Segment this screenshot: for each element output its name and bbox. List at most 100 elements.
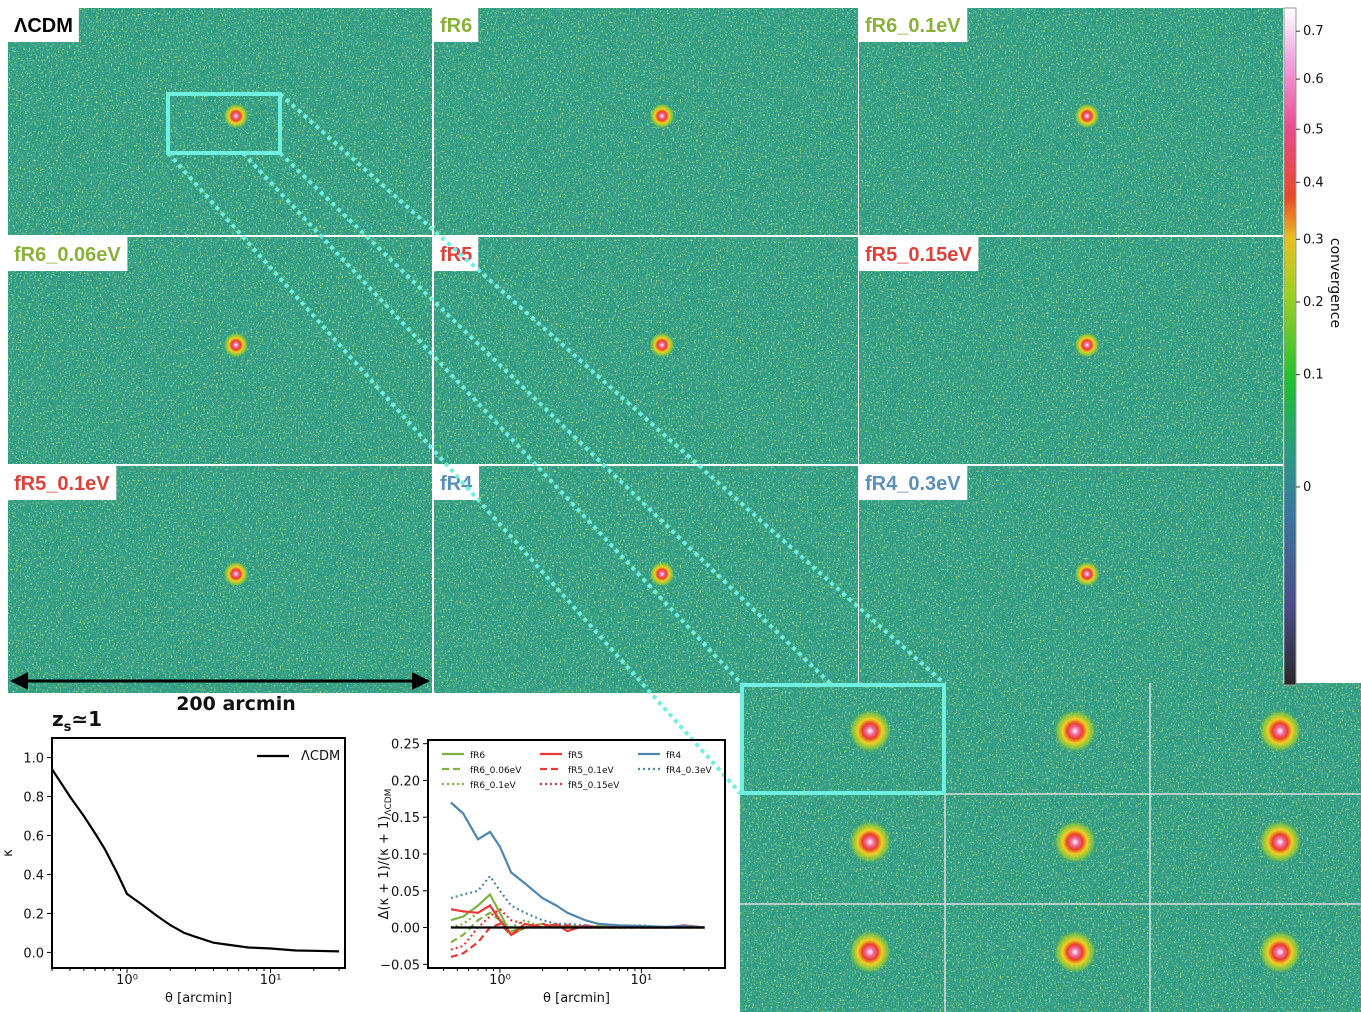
legend-label: fR6	[470, 751, 485, 761]
map-noise	[8, 237, 432, 464]
maps: ΛCDM fR6 fR6_0.1eV fR6_0.06eV fR5 fR5_0.15eVf…	[8, 8, 1283, 715]
chart-title-text: z	[52, 707, 64, 731]
panel-label: fR5_0.15eV	[865, 244, 972, 266]
map-noise	[945, 683, 1150, 794]
chart-title-subscript: s	[64, 720, 72, 735]
charts: 0.0 0.2 0.4 0.6 0.8 1.0 10⁰ 10¹ θ [arcmin] κ zs≃1 Λ…	[1, 707, 726, 1006]
colorbar-tick-label: 0.6	[1303, 72, 1324, 87]
y-tick-label: 0.15	[391, 811, 420, 826]
cluster	[848, 820, 892, 864]
zoom-box	[166, 92, 282, 155]
y-axis-label: Δ(κ + 1)/(κ + 1)ΛCDM	[377, 789, 394, 920]
colorbar-gradient	[1283, 7, 1297, 686]
map-noise	[859, 466, 1283, 693]
panel-label: fR4_0.3eV	[865, 473, 961, 495]
legend-label: fR6_0.1eV	[470, 781, 516, 791]
legend-label: fR4	[666, 751, 681, 761]
x-tick-label: 10⁰	[116, 973, 138, 988]
label-box	[434, 8, 479, 42]
y-tick-label: −0.05	[380, 958, 420, 973]
map-noise	[8, 8, 432, 235]
y-tick-label: 0.4	[23, 868, 44, 883]
panel-label: fR6	[440, 15, 472, 37]
y-axis-label: κ	[1, 849, 16, 857]
cluster	[1258, 709, 1302, 753]
zoom-line	[241, 151, 847, 796]
map-noise	[859, 237, 1283, 464]
map-noise	[434, 8, 858, 235]
x-axis-label: θ [arcmin]	[543, 991, 610, 1006]
label-box	[8, 237, 128, 271]
legend-label: fR4_0.3eV	[666, 766, 712, 776]
cluster	[1074, 103, 1100, 129]
data-line	[450, 874, 705, 929]
legend-label: fR5_0.15eV	[568, 781, 620, 791]
y-tick-label: 0.05	[391, 885, 420, 900]
label-box	[8, 466, 117, 500]
cluster	[1258, 930, 1302, 974]
map-noise	[434, 237, 858, 464]
zoom-box	[740, 683, 946, 795]
map-noise	[1150, 683, 1361, 794]
colorbar-label: convergence	[1327, 238, 1343, 328]
panel-label: ΛCDM	[14, 15, 73, 37]
colorbar-tick-label: 0.4	[1303, 175, 1324, 190]
panel-label: fR4	[440, 473, 473, 495]
cluster	[848, 930, 892, 974]
y-tick-label: 1.0	[23, 751, 44, 766]
colorbar-tick-label: 0.3	[1303, 232, 1324, 247]
cluster	[1074, 332, 1100, 358]
cluster	[649, 103, 675, 129]
legend-label: ΛCDM	[301, 749, 340, 764]
y-tick-label: 0.2	[23, 907, 44, 922]
map-noise	[1150, 904, 1361, 1012]
colorbar-tick-label: 0.7	[1303, 24, 1324, 39]
colorbar: 0 0.1 0.2 0.3 0.4 0.5 0.6 0.7 convergence	[1283, 7, 1343, 686]
y-tick-label: 0.10	[391, 848, 420, 863]
legend-label: fR5	[568, 751, 583, 761]
map-noise	[1150, 794, 1361, 904]
cluster	[223, 103, 249, 129]
y-tick-label: 0.25	[391, 738, 420, 753]
cluster	[1053, 709, 1097, 753]
y-tick-label: 0.20	[391, 774, 420, 789]
map-noise	[740, 794, 945, 904]
map-noise	[740, 904, 945, 1012]
colorbar-tick-label: 0.2	[1303, 295, 1324, 310]
panel-label: fR6_0.06eV	[14, 244, 121, 266]
legend-label: fR6_0.06eV	[470, 766, 522, 776]
x-axis-label: θ [arcmin]	[165, 991, 232, 1006]
scale-bar-label: 200 arcmin	[176, 693, 296, 715]
x-tick-label: 10¹	[260, 973, 282, 988]
data-line	[51, 768, 340, 953]
cluster	[1258, 820, 1302, 864]
y-tick-label: 0.0	[23, 946, 44, 961]
x-tick-label: 10¹	[631, 973, 653, 988]
y-axis-label-text: κ	[1, 849, 16, 857]
map-noise	[945, 794, 1150, 904]
colorbar-tick-label: 0	[1303, 480, 1311, 495]
plot-frame	[51, 737, 346, 969]
y-axis-label-text: Δ(κ + 1)/(κ + 1)	[377, 816, 392, 920]
panel-label: fR5	[440, 244, 472, 266]
panel-label: fR5_0.1eV	[14, 473, 110, 495]
colorbar-tick-label: 0.5	[1303, 122, 1324, 137]
zoom-inset	[740, 683, 1361, 1012]
map-noise	[740, 683, 945, 794]
y-axis-label-subscript: ΛCDM	[384, 789, 394, 816]
map-noise	[945, 904, 1150, 1012]
cluster	[1053, 930, 1097, 974]
y-tick-label: 0.8	[23, 790, 44, 805]
label-box	[859, 237, 979, 271]
panel-label: fR6_0.1eV	[865, 15, 961, 37]
map-noise	[8, 466, 432, 693]
cluster	[1074, 561, 1100, 587]
cluster	[848, 709, 892, 753]
label-box	[8, 8, 79, 42]
legend-label: fR5_0.1eV	[568, 766, 614, 776]
cluster	[1053, 820, 1097, 864]
data-line	[450, 801, 705, 929]
colorbar-tick-label: 0.1	[1303, 368, 1324, 383]
cluster	[649, 332, 675, 358]
